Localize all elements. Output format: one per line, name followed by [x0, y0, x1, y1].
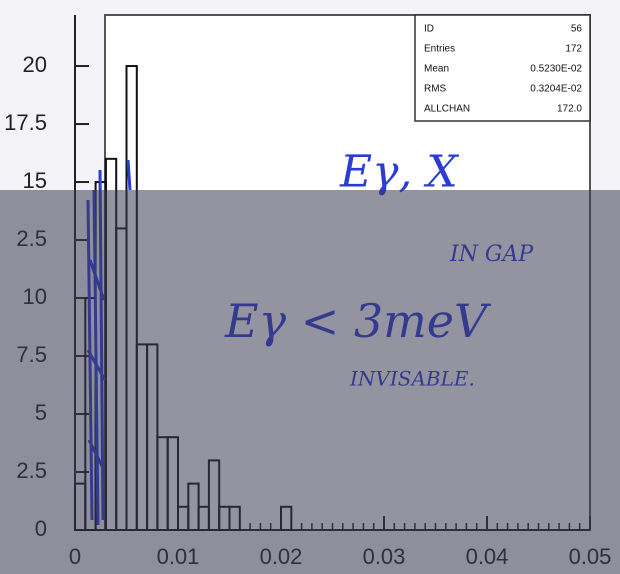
y-tick-label: 17.5	[4, 110, 47, 135]
stats-box	[414, 14, 591, 122]
handwritten-note: Eγ, X	[339, 147, 459, 198]
y-tick-label: 20	[23, 52, 47, 77]
shadow-overlay	[0, 190, 620, 574]
stat-value: 172.0	[557, 104, 582, 115]
stat-name: Entries	[424, 44, 455, 55]
stat-name: ALLCHAN	[424, 104, 470, 115]
stat-name: ID	[424, 24, 434, 35]
stats-rows: ID 56 Entries 172 Mean 0.5230E-02 RMS 0.3204E-0…	[424, 24, 582, 115]
stat-value: 0.3204E-02	[530, 84, 582, 95]
stat-name: Mean	[424, 64, 449, 75]
stat-value: 56	[571, 24, 583, 35]
stat-value: 172	[565, 44, 582, 55]
stat-value: 0.5230E-02	[530, 64, 582, 75]
y-tick-label: 15	[23, 168, 47, 193]
stat-name: RMS	[424, 84, 447, 95]
